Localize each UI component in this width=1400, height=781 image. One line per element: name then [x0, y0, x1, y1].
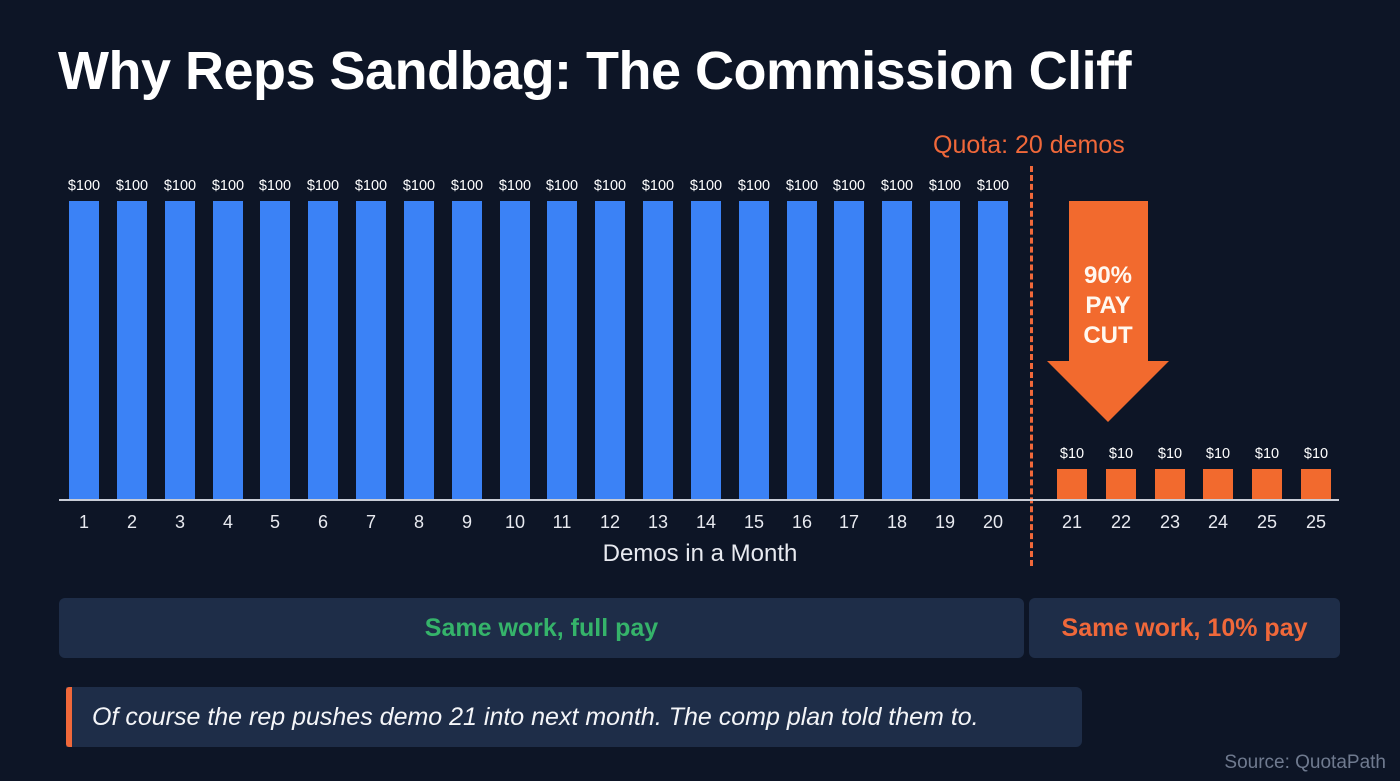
bar-value-label: $100 — [593, 178, 627, 194]
bar-value-label: $100 — [545, 178, 579, 194]
bar-value-label: $100 — [880, 178, 914, 194]
bar-demo-3 — [165, 201, 195, 499]
x-axis-line — [59, 499, 1339, 501]
pay-cut-line-3: CUT — [1083, 322, 1133, 349]
bar-demo-19 — [930, 201, 960, 499]
x-tick-label: 22 — [1110, 512, 1132, 532]
bar-value-label: $100 — [928, 178, 962, 194]
pay-cut-line-2: PAY — [1085, 292, 1131, 319]
x-tick-label: 7 — [365, 512, 376, 532]
bar-demo-22 — [1106, 469, 1136, 499]
x-tick-label: 20 — [982, 512, 1004, 532]
quota-label: Quota: 20 demos — [933, 131, 1125, 159]
x-tick-label: 5 — [269, 512, 280, 532]
x-tick-label: 12 — [599, 512, 621, 532]
bar-demo-24 — [1203, 469, 1233, 499]
chart-title: Why Reps Sandbag: The Commission Cliff — [58, 41, 1132, 101]
bar-demo-8 — [404, 201, 434, 499]
bar-value-label: $100 — [641, 178, 675, 194]
x-tick-label: 19 — [934, 512, 956, 532]
bar-value-label: $100 — [737, 178, 771, 194]
x-axis-label: Demos in a Month — [602, 540, 798, 567]
bar-value-label: $100 — [785, 178, 819, 194]
bar-demo-21 — [1057, 469, 1087, 499]
bar-demo-15 — [739, 201, 769, 499]
bar-value-label: $100 — [498, 178, 532, 194]
bar-demo-2 — [117, 201, 147, 499]
x-tick-label: 8 — [413, 512, 424, 532]
bar-demo-4 — [213, 201, 243, 499]
x-tick-label: 9 — [461, 512, 472, 532]
reduced-pay-panel: Same work, 10% pay — [1029, 598, 1340, 658]
quota-divider-line — [1030, 166, 1033, 566]
x-tick-label: 15 — [743, 512, 765, 532]
full-pay-label: Same work, full pay — [424, 613, 659, 642]
x-tick-label: 23 — [1159, 512, 1181, 532]
bar-value-label: $100 — [832, 178, 866, 194]
pay-cut-line-1: 90% — [1083, 262, 1133, 289]
bar-demo-9 — [452, 201, 482, 499]
x-tick-label: 21 — [1061, 512, 1083, 532]
full-pay-panel: Same work, full pay — [59, 598, 1024, 658]
x-tick-label: 3 — [174, 512, 185, 532]
bar-demo-13 — [643, 201, 673, 499]
bar-value-label: $100 — [163, 178, 197, 194]
bar-demo-25 — [1252, 469, 1282, 499]
bar-demo-11 — [547, 201, 577, 499]
x-tick-label: 2 — [126, 512, 137, 532]
pay-cut-annotation: 90% PAY CUT — [1047, 261, 1169, 351]
bar-value-label: $100 — [211, 178, 245, 194]
x-tick-label: 25 — [1256, 512, 1278, 532]
x-tick-label: 14 — [695, 512, 717, 532]
bar-demo-7 — [356, 201, 386, 499]
bar-demo-17 — [834, 201, 864, 499]
x-tick-label: 10 — [504, 512, 526, 532]
x-tick-label: 24 — [1207, 512, 1229, 532]
bar-demo-18 — [882, 201, 912, 499]
x-tick-label: 6 — [317, 512, 328, 532]
bar-value-label: $100 — [402, 178, 436, 194]
source-credit: Source: QuotaPath — [1224, 752, 1386, 773]
callout-quote: Of course the rep pushes demo 21 into ne… — [66, 687, 1082, 747]
x-tick-label: 13 — [647, 512, 669, 532]
reduced-pay-label: Same work, 10% pay — [1061, 613, 1308, 642]
x-tick-label: 11 — [552, 512, 572, 532]
bar-value-label: $100 — [258, 178, 292, 194]
bar-value-label: $10 — [1157, 446, 1183, 463]
bar-value-label: $10 — [1254, 446, 1280, 463]
bar-demo-12 — [595, 201, 625, 499]
bar-value-label: $100 — [976, 178, 1010, 194]
bar-value-label: $100 — [450, 178, 484, 194]
x-tick-label: 1 — [78, 512, 89, 532]
x-tick-label: 18 — [886, 512, 908, 532]
bar-value-label: $10 — [1205, 446, 1231, 463]
bar-value-label: $10 — [1108, 446, 1134, 463]
bar-value-label: $10 — [1303, 446, 1329, 463]
bar-demo-26 — [1301, 469, 1331, 499]
bar-demo-1 — [69, 201, 99, 499]
x-tick-label: 17 — [838, 512, 860, 532]
bar-value-label: $100 — [689, 178, 723, 194]
bar-demo-23 — [1155, 469, 1185, 499]
bar-demo-10 — [500, 201, 530, 499]
bar-demo-5 — [260, 201, 290, 499]
x-tick-label: 25 — [1305, 512, 1327, 532]
bar-demo-14 — [691, 201, 721, 499]
quote-accent-bar — [66, 687, 72, 747]
bar-value-label: $100 — [354, 178, 388, 194]
quote-text: Of course the rep pushes demo 21 into ne… — [92, 702, 979, 731]
bar-demo-6 — [308, 201, 338, 499]
bar-value-label: $100 — [306, 178, 340, 194]
x-tick-label: 16 — [791, 512, 813, 532]
bar-value-label: $100 — [115, 178, 149, 194]
x-tick-label: 4 — [222, 512, 233, 532]
bar-demo-20 — [978, 201, 1008, 499]
down-arrow-icon — [1047, 201, 1169, 422]
bar-value-label: $10 — [1059, 446, 1085, 463]
bar-value-label: $100 — [67, 178, 101, 194]
bar-demo-16 — [787, 201, 817, 499]
